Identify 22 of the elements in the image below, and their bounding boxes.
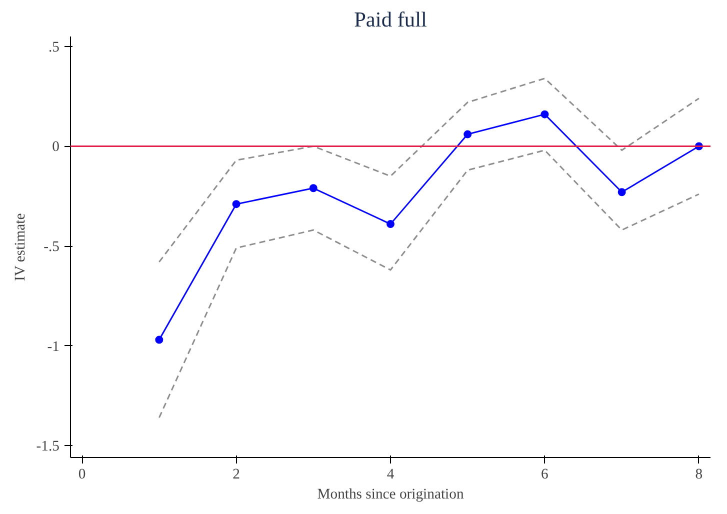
y-tick-label: -1.5 (36, 438, 60, 455)
y-tick-label: .5 (48, 39, 60, 56)
chart-title: Paid full (354, 8, 428, 32)
y-tick-label: -1 (47, 338, 60, 355)
point (309, 184, 318, 192)
y-tick-label: 0 (52, 139, 60, 156)
point (232, 200, 240, 208)
point (618, 188, 626, 196)
point (540, 110, 549, 118)
x-tick-label: 2 (232, 466, 240, 482)
point (464, 130, 472, 138)
x-tick-label: 6 (541, 466, 548, 482)
x-tick-label: 0 (78, 466, 86, 482)
x-tick-label: 4 (386, 466, 395, 482)
x-axis-title: Months since origination (317, 486, 464, 502)
x-tick-label: 8 (695, 466, 703, 482)
line-series (158, 149, 700, 418)
line-series (158, 78, 700, 263)
point (155, 336, 164, 344)
y-tick-label: -.5 (44, 239, 60, 255)
y-axis-title: IV estimate (12, 213, 28, 281)
point (386, 220, 394, 228)
